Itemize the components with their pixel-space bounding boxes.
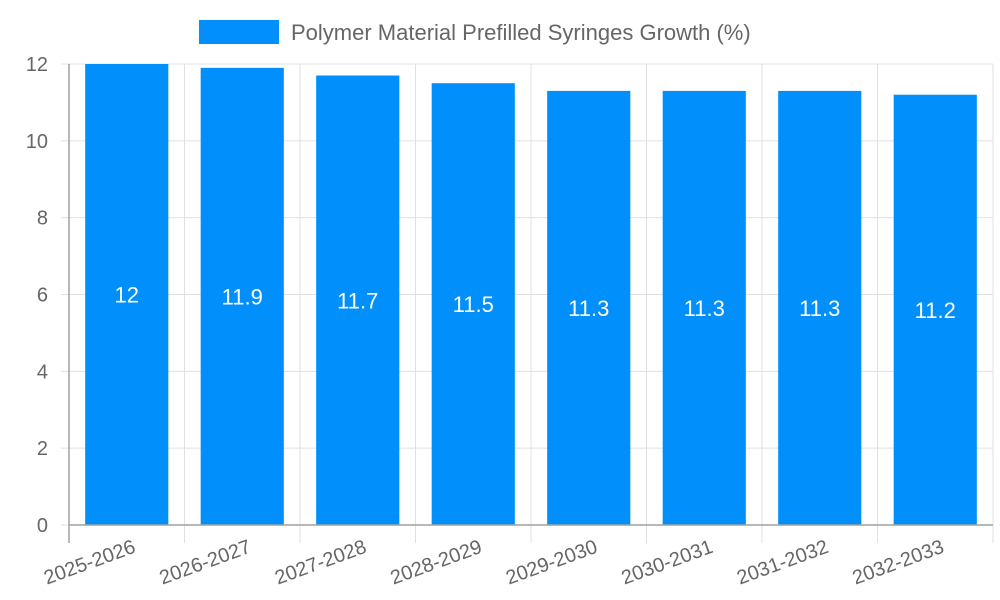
axes: [68, 64, 993, 543]
bar-value-label: 11.3: [684, 296, 725, 321]
x-axis-labels: 2025-2026 2026-2027 2027-2028 2028-2029 2029…: [41, 536, 947, 589]
y-tick-label: 8: [37, 208, 48, 230]
bar-value-label: 11.5: [453, 292, 494, 317]
bar-value-label: 11.7: [337, 288, 378, 313]
bar[interactable]: [547, 90, 631, 526]
bar[interactable]: [662, 90, 746, 526]
y-tick-label: 10: [26, 131, 48, 153]
x-tick-label: 2025-2026: [41, 536, 138, 589]
x-tick-label: 2032-2033: [850, 536, 947, 589]
bar[interactable]: [431, 83, 515, 525]
bar-value-label: 11.3: [568, 296, 609, 321]
x-tick-label: 2026-2027: [157, 536, 254, 589]
x-tick-label: 2030-2031: [619, 536, 716, 589]
bar[interactable]: [778, 90, 862, 526]
legend[interactable]: Polymer Material Prefilled Syringes Grow…: [199, 20, 751, 45]
bar[interactable]: [893, 94, 977, 525]
x-tick-label: 2027-2028: [272, 536, 369, 589]
bar[interactable]: [316, 75, 400, 526]
bar-value-label: 11.9: [222, 284, 263, 309]
legend-swatch: [199, 20, 279, 44]
x-tick-label: 2029-2030: [503, 536, 600, 589]
y-tick-label: 2: [37, 438, 48, 460]
x-tick-label: 2028-2029: [388, 536, 485, 589]
bar-value-label: 12: [115, 283, 139, 308]
legend-label: Polymer Material Prefilled Syringes Grow…: [291, 20, 751, 45]
bars: 12 11.9 11.7 11.5 11.3 11.3 11.3 11.2: [85, 64, 977, 526]
y-tick-label: 6: [37, 285, 48, 307]
y-tick-label: 12: [26, 54, 48, 76]
bar[interactable]: [85, 64, 169, 525]
bar[interactable]: [200, 67, 284, 525]
bar-value-label: 11.3: [799, 296, 840, 321]
bar-value-label: 11.2: [915, 298, 956, 323]
x-tick-label: 2031-2032: [734, 536, 831, 589]
y-axis-labels: 0 2 4 6 8 10 12: [26, 54, 48, 537]
y-tick-label: 4: [37, 361, 48, 383]
y-tick-label: 0: [37, 515, 48, 537]
